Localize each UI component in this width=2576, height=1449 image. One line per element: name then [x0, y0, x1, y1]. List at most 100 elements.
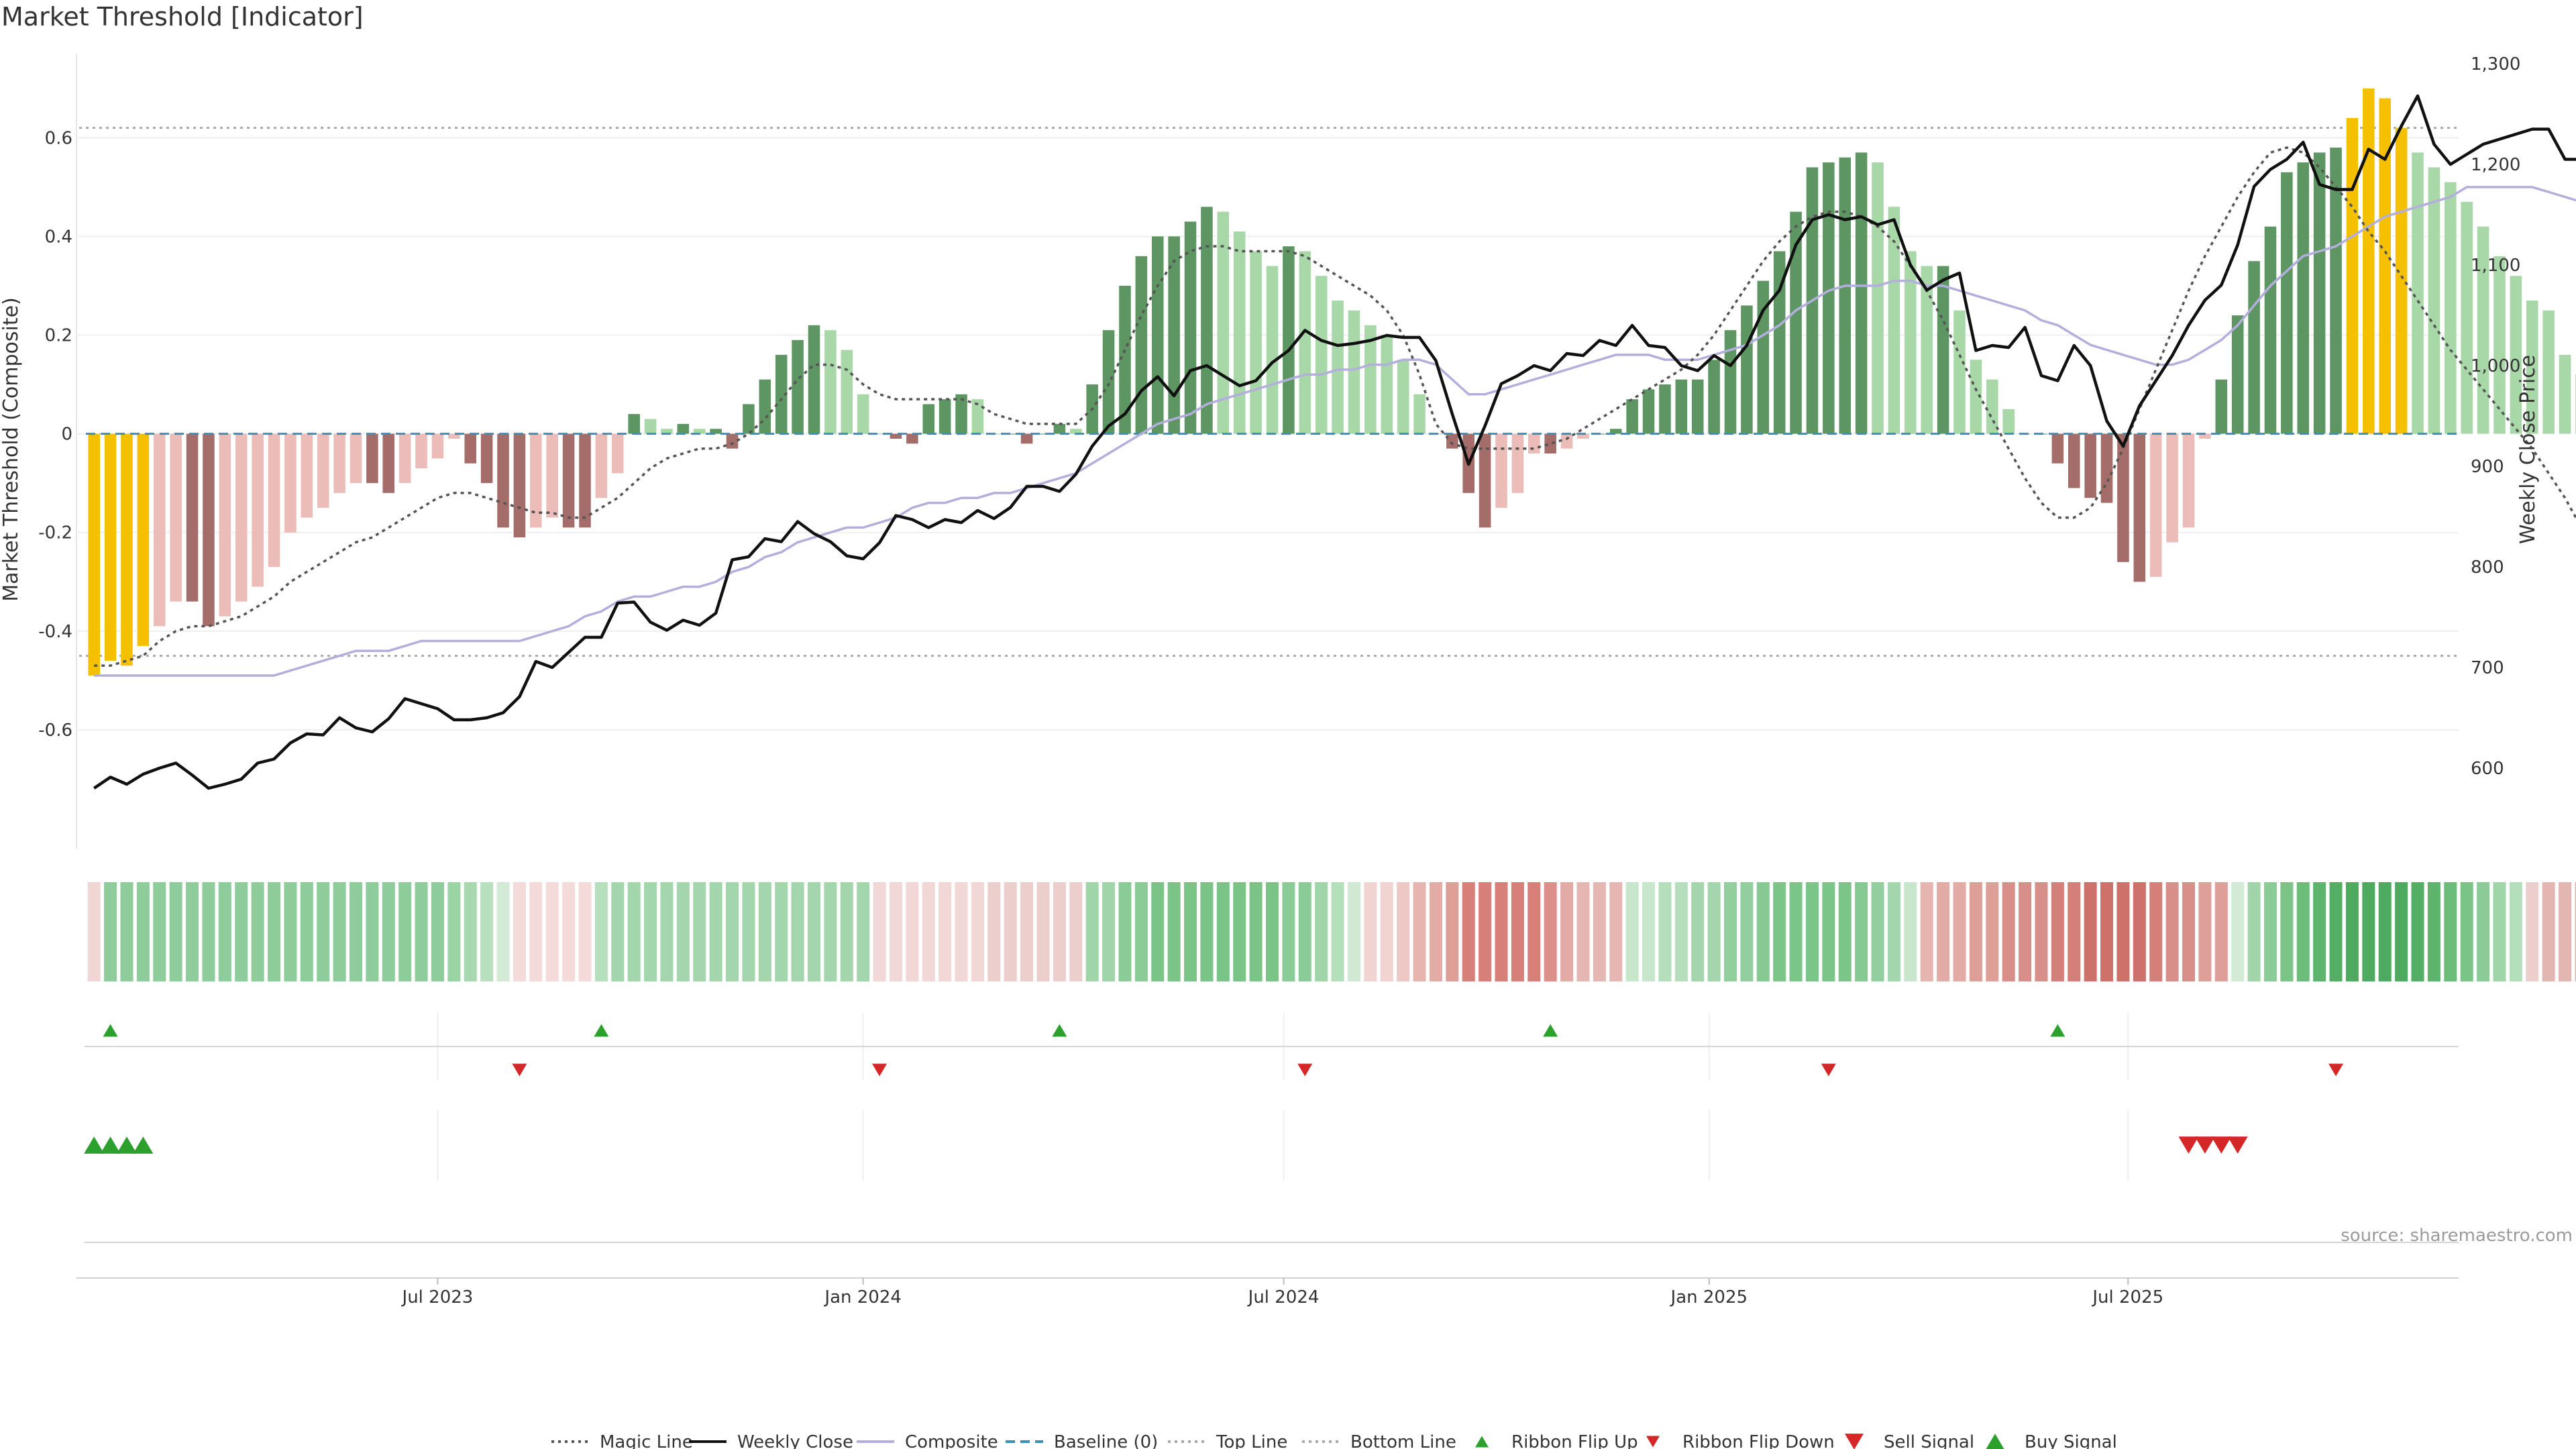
composite-bar — [2477, 226, 2489, 434]
ribbon-cell — [1200, 882, 1214, 981]
composite-bar — [1397, 360, 1409, 434]
composite-bar — [2510, 276, 2522, 434]
composite-bar — [841, 350, 853, 434]
ribbon-cell — [153, 882, 166, 981]
composite-bar — [1675, 379, 1688, 434]
composite-bar — [1609, 429, 1622, 434]
ribbon-cell — [496, 882, 510, 981]
composite-bar — [530, 433, 542, 528]
composite-bar — [1266, 266, 1279, 434]
ribbon-cell — [660, 882, 674, 981]
composite-bar — [2281, 172, 2293, 434]
composite-bar — [906, 433, 918, 444]
composite-bar — [1135, 256, 1148, 434]
composite-bar — [890, 433, 902, 439]
ribbon-cell — [1053, 882, 1066, 981]
ribbon-cell — [1184, 882, 1197, 981]
ribbon-cell — [431, 882, 444, 981]
ribbon-cell — [2182, 882, 2196, 981]
composite-bar — [579, 433, 591, 528]
ribbon-cell — [120, 882, 133, 981]
composite-bar — [301, 433, 313, 518]
ribbon-cell — [2165, 882, 2179, 981]
composite-bar — [1037, 433, 1049, 435]
left-axis-ticks: 0.6 0.4 0.2 0 -0.2 -0.4 -0.6 — [38, 128, 72, 741]
ribbon-cell — [1004, 882, 1017, 981]
ribbon-cell — [1986, 882, 1999, 981]
legend-label: Bottom Line — [1350, 1432, 1456, 1449]
composite-bar — [595, 433, 608, 498]
composite-bar — [1151, 236, 1164, 434]
composite-bar — [170, 433, 182, 602]
ribbon-cell — [2444, 882, 2457, 981]
composite-bar — [710, 429, 722, 434]
ribbon-cell — [480, 882, 494, 981]
composite-bar — [1560, 433, 1573, 449]
composite-bar — [480, 433, 493, 484]
ribbon-cell — [578, 882, 592, 981]
ribbon-strip — [87, 882, 2576, 981]
ribbon-cell — [709, 882, 722, 981]
composite-bar — [1626, 399, 1638, 434]
ribbon-cell — [2002, 882, 2015, 981]
ribbon-flip-down-marker — [1821, 1063, 1836, 1077]
sell-signal-marker — [2227, 1136, 2248, 1154]
ribbon-cell — [1838, 882, 1851, 981]
ribbon-cell — [2313, 882, 2326, 981]
ribbon-flip-up-marker — [1543, 1024, 1558, 1037]
ribbon-cell — [971, 882, 984, 981]
ribbon-cell — [2411, 882, 2424, 981]
composite-bar — [1953, 310, 1966, 434]
ribbon-flip-down-marker — [872, 1063, 888, 1077]
composite-bar — [1724, 330, 1737, 434]
right-tick-label: 800 — [2471, 557, 2504, 578]
legend-item: Composite — [857, 1432, 998, 1449]
ribbon-cell — [1969, 882, 1982, 981]
composite-bar — [693, 429, 706, 434]
legend-item: Weekly Close — [689, 1432, 853, 1449]
ribbon-cell — [938, 882, 952, 981]
composite-bar — [2330, 148, 2342, 434]
ribbon-cell — [87, 882, 101, 981]
signal-panels — [84, 1013, 2459, 1243]
composite-bar — [1986, 379, 1998, 434]
ribbon-cell — [726, 882, 739, 981]
ribbon-cell — [2084, 882, 2097, 981]
composite-bar — [726, 433, 739, 449]
composite-bar — [1250, 251, 1262, 434]
ribbon-cell — [1937, 882, 1950, 981]
legend: Magic Line Weekly Close Composite Baseline … — [551, 1432, 2117, 1449]
left-axis-title: Market Threshold (Composite) — [0, 297, 23, 602]
composite-bar — [743, 404, 755, 434]
composite-bar — [1004, 433, 1016, 435]
composite-bar — [1020, 433, 1033, 444]
composite-bar — [1642, 389, 1655, 434]
sell-signal-marker — [2178, 1136, 2199, 1154]
ribbon-cell — [1691, 882, 1705, 981]
right-tick-label: 1,300 — [2471, 54, 2520, 74]
ribbon-cell — [2149, 882, 2163, 981]
composite-bar — [333, 433, 345, 493]
ribbon-cell — [775, 882, 788, 981]
composite-bar — [1119, 285, 1131, 434]
composite-bar — [1888, 207, 1900, 434]
ribbon-cell — [742, 882, 755, 981]
legend-label: Magic Line — [600, 1432, 693, 1449]
left-tick-label: -0.2 — [38, 523, 72, 543]
x-tick-label: Jul 2025 — [2091, 1287, 2163, 1307]
legend-item: Sell Signal — [1845, 1432, 1974, 1449]
ribbon-cell — [889, 882, 902, 981]
ribbon-cell — [2559, 882, 2572, 981]
composite-bar — [415, 433, 427, 469]
ribbon-cell — [1789, 882, 1803, 981]
ribbon-cell — [251, 882, 264, 981]
ribbon-cell — [415, 882, 428, 981]
right-tick-label: 900 — [2471, 457, 2504, 477]
ribbon-cell — [2280, 882, 2294, 981]
x-tick-label: Jan 2025 — [1670, 1287, 1748, 1307]
composite-bar — [398, 433, 411, 484]
right-tick-label: 1,200 — [2471, 155, 2520, 175]
composite-bar — [350, 433, 362, 484]
ribbon-cell — [922, 882, 935, 981]
composite-bar — [1413, 394, 1426, 434]
